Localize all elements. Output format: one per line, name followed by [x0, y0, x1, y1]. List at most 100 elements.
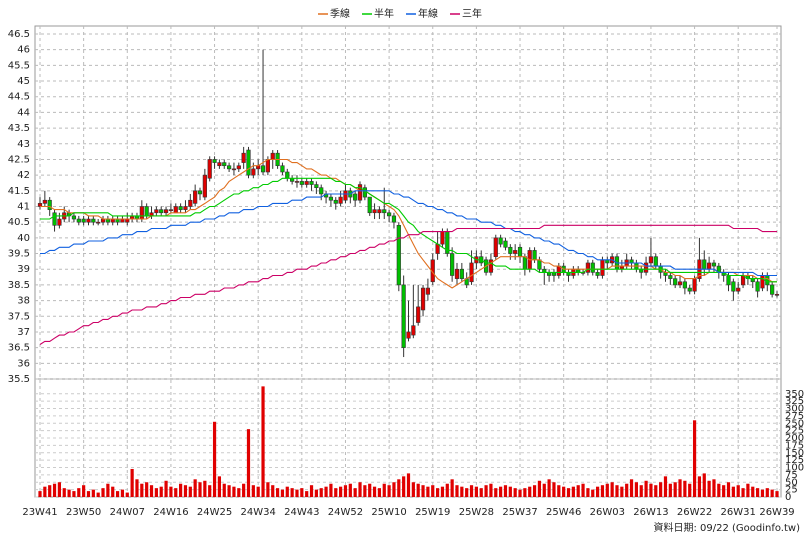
candle-body: [197, 190, 203, 195]
x-tick-label: 23W41: [22, 507, 57, 518]
volume-bar: [368, 483, 372, 497]
x-tick-label: 25W37: [502, 507, 537, 518]
candle-body: [280, 165, 285, 173]
candle-body: [236, 165, 241, 170]
candle-body: [774, 294, 780, 296]
volume-bar: [280, 489, 285, 497]
candle-body: [222, 162, 227, 167]
candle-body: [770, 284, 775, 295]
volume-bar: [339, 486, 343, 497]
candle-body: [353, 193, 358, 201]
candle-body: [711, 262, 717, 267]
volume-bar: [106, 483, 110, 497]
candle-body: [726, 275, 731, 286]
data-date-note: 資料日期: 09/22 (Goodinfo.tw): [653, 521, 800, 534]
volume-bar: [382, 483, 386, 497]
volume-bar: [688, 483, 692, 497]
x-tick-label: 26W39: [759, 507, 794, 518]
candle-body: [86, 218, 91, 223]
volume-bar: [668, 483, 672, 497]
y-tick-label: 40: [17, 233, 30, 244]
candle-body: [454, 268, 460, 279]
volume-bar: [644, 480, 648, 497]
volume-bar: [300, 488, 304, 497]
volume-bar: [659, 482, 663, 497]
candle-body: [183, 206, 188, 210]
volume-bar: [649, 483, 653, 497]
y-tick-label: 41: [17, 202, 30, 213]
volume-bar: [159, 486, 163, 497]
volume-bar: [712, 479, 716, 497]
volume-bar: [775, 491, 779, 497]
y-tick-label: 38: [17, 296, 30, 307]
volume-bar: [499, 486, 503, 497]
volume-bar: [717, 483, 721, 497]
x-tick-label: 26W22: [677, 507, 712, 518]
legend-label: 年線: [418, 7, 438, 20]
candle-body: [469, 262, 474, 283]
candle-body: [488, 259, 494, 273]
candle-body: [241, 152, 246, 163]
volume-bar: [445, 483, 449, 497]
volume-bar: [571, 486, 575, 497]
candle-body: [377, 209, 382, 214]
volume-bar: [67, 489, 71, 497]
candle-body: [755, 281, 760, 292]
candle-body: [367, 196, 372, 214]
candle-body: [168, 209, 174, 211]
candle-body: [96, 221, 101, 224]
x-tick-label: 24W34: [241, 507, 276, 518]
candle-body: [668, 275, 673, 279]
candle-body: [57, 218, 62, 226]
candle-body: [648, 256, 654, 264]
volume-bar: [212, 421, 217, 497]
volume-bar: [663, 476, 668, 497]
volume-bar: [154, 488, 158, 497]
volume-bar: [222, 483, 226, 497]
volume-bar: [770, 489, 774, 497]
volume-bar: [654, 485, 658, 497]
volume-bar: [726, 482, 731, 497]
candle-body: [260, 165, 266, 173]
candle-body: [372, 209, 377, 214]
volume-bar: [760, 489, 765, 497]
candle-body: [532, 250, 537, 261]
candle-body: [193, 190, 198, 204]
y-tick-label: 36: [17, 358, 30, 369]
y-tick-label: 36.5: [8, 343, 30, 354]
volume-bar: [692, 420, 697, 497]
candle-body: [391, 215, 397, 223]
candle-body: [420, 287, 426, 311]
candle-body: [585, 262, 591, 273]
volume-bar: [57, 482, 61, 497]
volume-bar: [605, 483, 609, 497]
y-tick-label: 42.5: [8, 154, 30, 165]
candle-body: [416, 306, 421, 323]
volume-bar: [634, 482, 638, 497]
legend-label: 三年: [462, 7, 482, 20]
volume-bar: [576, 485, 580, 497]
ma-line: [40, 177, 777, 283]
candle-body: [52, 212, 57, 226]
candle-body: [246, 149, 251, 176]
volume-bar: [392, 482, 396, 497]
y2-tick-label: 50: [785, 477, 798, 488]
volume-bar: [48, 485, 52, 497]
volume-bar: [702, 473, 706, 497]
volume-bar: [465, 488, 469, 497]
candle-body: [231, 168, 237, 171]
y-tick-label: 45.5: [8, 60, 30, 71]
volume-bar: [639, 485, 643, 497]
volume-bar: [232, 486, 236, 497]
volume-bar: [174, 488, 178, 497]
volume-bar: [751, 486, 755, 497]
volume-bar: [130, 468, 134, 497]
candle-body: [343, 190, 348, 201]
candle-body: [522, 256, 527, 270]
volume-bar: [120, 489, 125, 497]
volume-bar: [135, 479, 139, 497]
candle-body: [265, 159, 270, 173]
volume-bar: [266, 482, 270, 497]
volume-bar: [91, 489, 95, 497]
